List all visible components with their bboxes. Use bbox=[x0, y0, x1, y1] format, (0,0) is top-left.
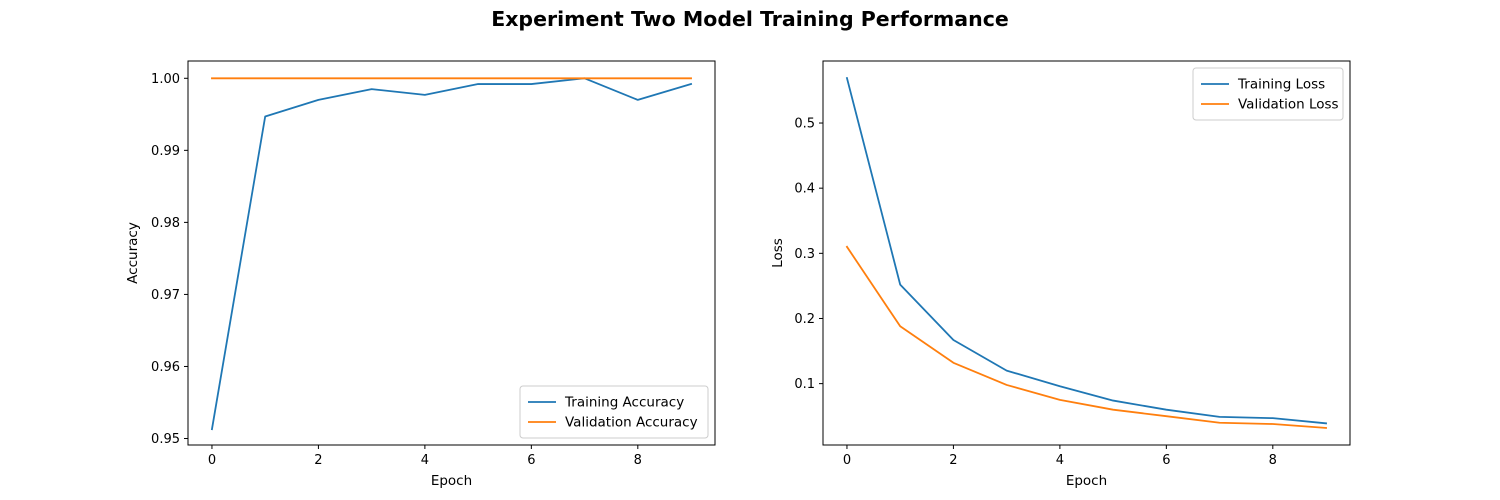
accuracy-legend-label-validation-accuracy: Validation Accuracy bbox=[565, 415, 698, 431]
loss-subplot: 0 2 4 6 8 0.1 0.2 0.3 0.4 0.5 Epoch Loss Training Lo… bbox=[770, 60, 1351, 489]
accuracy-subplot: 0 2 4 6 8 0.95 0.96 0.97 0.98 0.99 1.00 Epoch Accura… bbox=[125, 60, 716, 489]
loss-y-tick-label: 0.2 bbox=[794, 312, 815, 327]
accuracy-x-tick-label: 0 bbox=[208, 453, 216, 468]
accuracy-legend-label-training-accuracy: Training Accuracy bbox=[564, 395, 684, 411]
loss-x-tick-label: 4 bbox=[1056, 453, 1064, 468]
loss-legend-box bbox=[1192, 67, 1344, 121]
loss-x-tick-label: 8 bbox=[1269, 453, 1277, 468]
accuracy-y-tick-label: 0.99 bbox=[151, 144, 180, 159]
accuracy-legend-box bbox=[519, 385, 709, 439]
accuracy-x-tick-label: 8 bbox=[634, 453, 642, 468]
loss-y-tick-label: 0.1 bbox=[794, 377, 815, 392]
loss-y-tick-label: 0.4 bbox=[794, 182, 815, 197]
loss-x-tick-label: 0 bbox=[843, 453, 851, 468]
accuracy-legend: Training Accuracy Validation Accuracy bbox=[519, 385, 709, 439]
loss-legend-label-training-loss: Training Loss bbox=[1237, 77, 1325, 93]
loss-legend-label-validation-loss: Validation Loss bbox=[1238, 97, 1339, 113]
loss-x-tick-label: 6 bbox=[1162, 453, 1170, 468]
loss-legend: Training Loss Validation Loss bbox=[1192, 67, 1344, 121]
loss-y-tick-label: 0.3 bbox=[794, 247, 815, 262]
accuracy-x-tick-label: 4 bbox=[421, 453, 429, 468]
loss-y-tick-label: 0.5 bbox=[794, 117, 815, 132]
figure-title: Experiment Two Model Training Performanc… bbox=[491, 7, 1009, 31]
accuracy-y-tick-label: 0.98 bbox=[151, 216, 180, 231]
loss-y-axis-label: Loss bbox=[770, 238, 786, 268]
accuracy-series-training-accuracy-line bbox=[210, 77, 693, 431]
accuracy-y-axis-label: Accuracy bbox=[125, 222, 141, 284]
accuracy-x-tick-label: 6 bbox=[527, 453, 535, 468]
accuracy-y-tick-label: 1.00 bbox=[151, 72, 180, 87]
loss-series-validation-loss-line bbox=[845, 245, 1328, 429]
accuracy-plot-frame bbox=[187, 60, 716, 446]
loss-x-axis-label: Epoch bbox=[1066, 473, 1107, 489]
loss-series-training-loss-line bbox=[845, 76, 1328, 425]
accuracy-x-axis-label: Epoch bbox=[431, 473, 472, 489]
accuracy-y-tick-label: 0.97 bbox=[151, 288, 180, 303]
accuracy-y-tick-label: 0.96 bbox=[151, 360, 180, 375]
accuracy-y-tick-label: 0.95 bbox=[151, 432, 180, 447]
accuracy-x-tick-label: 2 bbox=[314, 453, 322, 468]
loss-x-tick-label: 2 bbox=[949, 453, 957, 468]
